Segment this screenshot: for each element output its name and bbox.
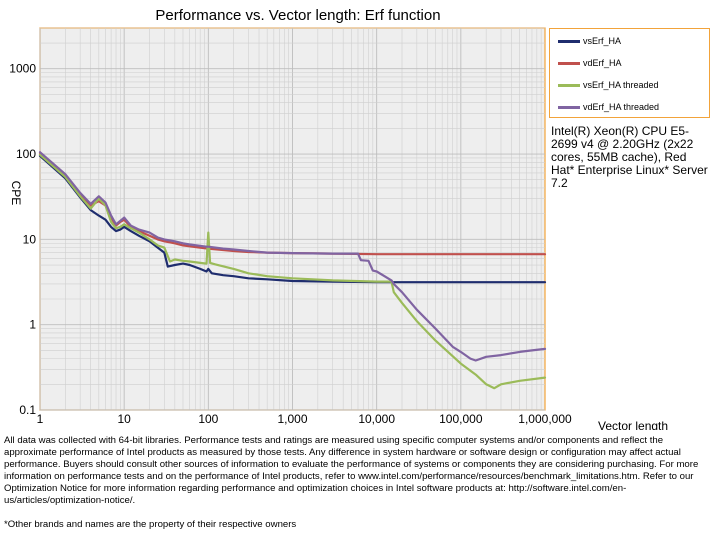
legend-label: vdErf_HA threaded: [583, 102, 660, 112]
x-axis: 1 10 100 1,000 10,000 100,000 1,000,000: [37, 412, 572, 426]
y-axis: 0.1 1 10 100 1000: [9, 62, 36, 417]
x-tick-label: 1: [37, 412, 44, 426]
series-vserf-ha-threaded: [38, 153, 547, 390]
series-vserf-ha: [38, 154, 547, 284]
legend-item-vserf-ha-threaded: vsErf_HA threaded: [558, 78, 659, 92]
legend-swatch: [558, 62, 580, 65]
legend-swatch: [558, 106, 580, 109]
x-tick-label: 100,000: [439, 412, 483, 426]
y-tick-label: 10: [23, 232, 37, 246]
footer-trademark: *Other brands and names are the property…: [4, 519, 297, 530]
chart: Performance vs. Vector length: Erf funct…: [9, 7, 668, 430]
legend-swatch: [558, 40, 580, 43]
y-tick-label: 1: [29, 318, 36, 332]
system-info-note: Intel(R) Xeon(R) CPU E5-2699 v4 @ 2.20GH…: [551, 124, 708, 190]
series-vderf-ha-threaded: [38, 151, 547, 362]
legend-item-vderf-ha: vdErf_HA: [558, 56, 622, 70]
legend: vsErf_HA vdErf_HA vsErf_HA threaded vdEr…: [549, 28, 710, 118]
x-tick-label: 100: [198, 412, 218, 426]
footer-disclaimer: All data was collected with 64-bit libra…: [4, 435, 699, 506]
x-tick-label: 10,000: [358, 412, 395, 426]
legend-item-vserf-ha: vsErf_HA: [558, 34, 621, 48]
chart-title: Performance vs. Vector length: Erf funct…: [155, 7, 440, 24]
x-tick-label: 1,000,000: [518, 412, 572, 426]
y-tick-label: 1000: [9, 62, 36, 76]
legend-item-vderf-ha-threaded: vdErf_HA threaded: [558, 100, 659, 114]
y-tick-label: 0.1: [19, 403, 36, 417]
legend-label: vsErf_HA: [583, 36, 622, 46]
legend-swatch: [558, 84, 580, 87]
y-tick-label: 100: [16, 147, 36, 161]
x-tick-label: 10: [117, 412, 131, 426]
y-axis-title: CPE: [9, 181, 23, 206]
series-lines: [38, 151, 547, 390]
legend-label: vsErf_HA threaded: [583, 80, 659, 90]
legend-label: vdErf_HA: [583, 58, 622, 68]
x-tick-label: 1,000: [277, 412, 307, 426]
x-axis-title: Vector length: [598, 419, 668, 430]
